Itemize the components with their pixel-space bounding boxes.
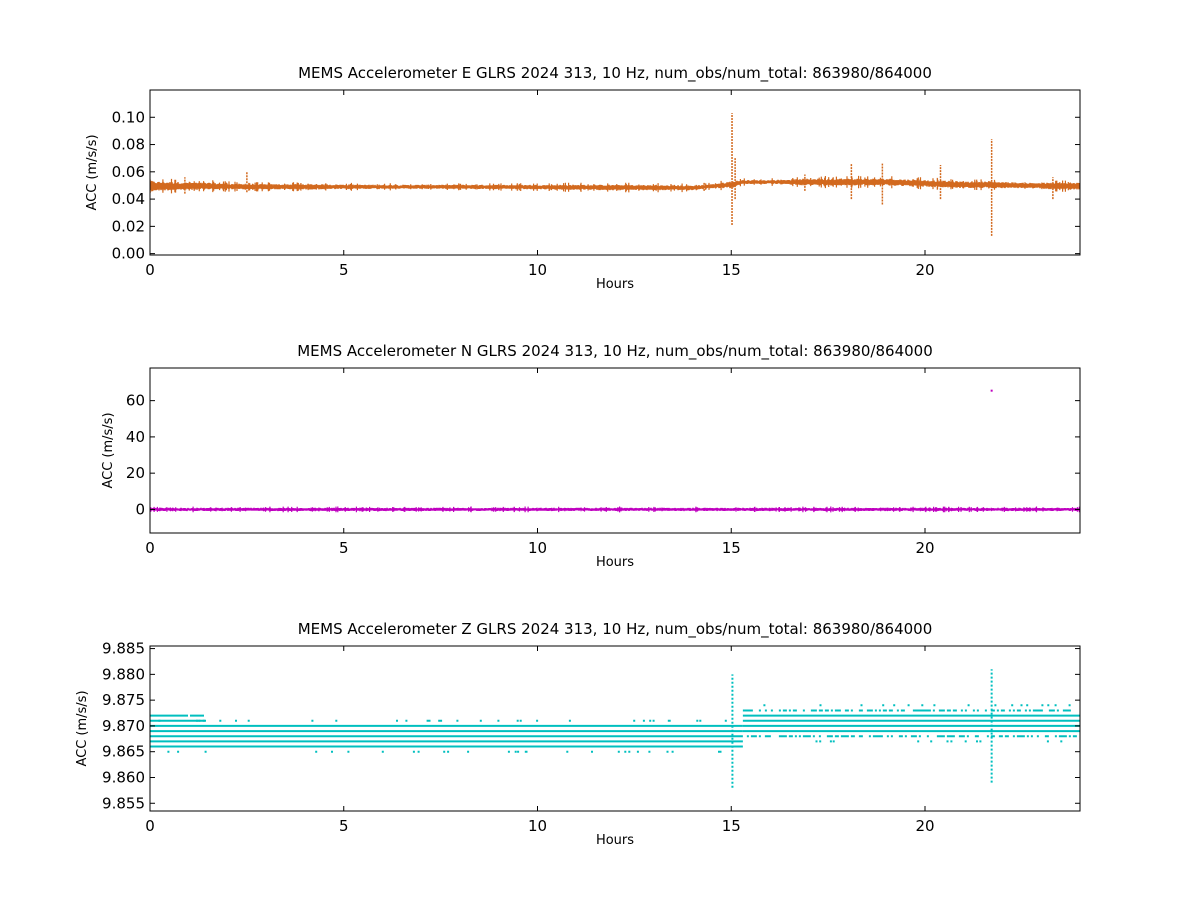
x-tick-label: 10 <box>528 539 547 557</box>
chart-panel-0: 0 5 10 15 20 0.00 0.02 0.04 0.06 0.08 0.10 MEMS Acc… <box>85 64 1081 292</box>
data-series <box>150 389 1080 513</box>
y-tick-label: 9.875 <box>102 691 145 709</box>
y-tick-label: 0.00 <box>112 245 145 263</box>
y-tick-label: 9.880 <box>102 665 145 683</box>
x-tick-label: 10 <box>528 817 547 835</box>
data-outlier-0 <box>990 389 993 392</box>
plot-area <box>150 669 1080 788</box>
x-tick-label: 15 <box>722 261 741 279</box>
x-tick-label: 5 <box>339 817 349 835</box>
y-tick-label: 0.04 <box>112 190 145 208</box>
chart-panel-1: 0 5 10 15 20 0 20 40 60 MEMS Accelerometer N GLRS… <box>101 342 1081 570</box>
y-tick-label: 9.865 <box>102 743 145 761</box>
data-jitter <box>150 506 1080 513</box>
x-tick-label: 15 <box>722 817 741 835</box>
y-tick-label: 9.885 <box>102 640 145 658</box>
y-tick-label: 40 <box>126 428 145 446</box>
x-tick-label: 20 <box>915 261 934 279</box>
y-tick-label: 0.10 <box>112 108 145 126</box>
x-axis-label: Hours <box>596 277 634 292</box>
y-tick-label: 0.02 <box>112 217 145 235</box>
x-tick-label: 0 <box>145 817 155 835</box>
axes-frame <box>149 645 1081 812</box>
y-axis-label: ACC (m/s/s) <box>101 412 116 488</box>
y-tick-label: 9.870 <box>102 717 145 735</box>
axes-frame <box>149 367 1081 534</box>
x-tick-label: 15 <box>722 539 741 557</box>
x-tick-label: 5 <box>339 261 349 279</box>
data-band <box>150 507 1080 512</box>
y-axis-label: ACC (m/s/s) <box>85 134 100 210</box>
x-tick-label: 0 <box>145 539 155 557</box>
level-outliers <box>158 704 1071 753</box>
chart-panel-2: 0 5 10 15 20 9.855 9.860 9.865 9.870 9.875 9.880 9.… <box>75 620 1081 848</box>
y-axis-label: ACC (m/s/s) <box>75 690 90 766</box>
x-tick-label: 20 <box>915 539 934 557</box>
x-axis-label: Hours <box>596 555 634 570</box>
plot-area <box>150 113 1080 236</box>
y-tick-label: 0.06 <box>112 163 145 181</box>
y-tick-label: 0 <box>135 500 145 518</box>
data-jitter <box>150 175 1071 194</box>
y-tick-label: 0.08 <box>112 136 145 154</box>
y-tick-label: 60 <box>126 392 145 410</box>
plot-area <box>150 389 1080 513</box>
x-tick-label: 0 <box>145 261 155 279</box>
y-tick-label: 20 <box>126 464 145 482</box>
axes-frame <box>149 89 1081 256</box>
y-tick-label: 9.860 <box>102 768 145 786</box>
x-tick-label: 20 <box>915 817 934 835</box>
x-tick-label: 10 <box>528 261 547 279</box>
x-tick-label: 5 <box>339 539 349 557</box>
chart-title: MEMS Accelerometer E GLRS 2024 313, 10 H… <box>298 64 932 83</box>
y-tick-label: 9.855 <box>102 794 145 812</box>
chart-title: MEMS Accelerometer N GLRS 2024 313, 10 H… <box>297 342 933 361</box>
chart-title: MEMS Accelerometer Z GLRS 2024 313, 10 H… <box>298 620 933 639</box>
data-series <box>150 669 1080 788</box>
data-series <box>150 113 1080 236</box>
x-axis-label: Hours <box>596 833 634 848</box>
